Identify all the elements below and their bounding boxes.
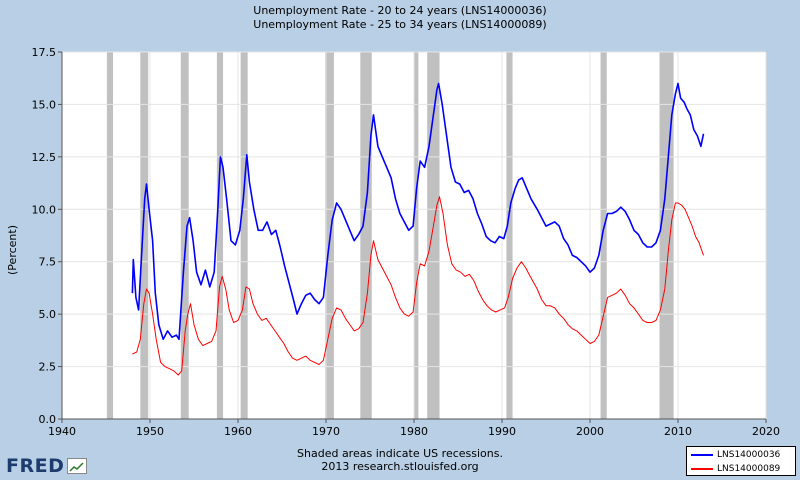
y-tick-label: 12.5 [32, 151, 57, 164]
x-tick-label: 2000 [576, 425, 604, 438]
recession-band [360, 52, 372, 419]
x-tick-label: 1980 [400, 425, 428, 438]
y-tick-label: 10.0 [32, 203, 57, 216]
chart-title-1: Unemployment Rate - 20 to 24 years (LNS1… [253, 4, 547, 17]
x-tick-label: 1940 [48, 425, 76, 438]
x-tick-label: 1990 [488, 425, 516, 438]
y-tick-label: 5.0 [39, 308, 57, 321]
recession-band [106, 52, 114, 419]
chart-legend: LNS14000036 LNS14000089 [686, 446, 796, 476]
legend-item: LNS14000089 [687, 463, 795, 475]
logo-text: FRED [6, 455, 65, 477]
recession-band [600, 52, 607, 419]
x-tick-label: 1970 [312, 425, 340, 438]
recession-band [240, 52, 248, 419]
footer-recession-note: Shaded areas indicate US recessions. [297, 447, 503, 460]
series-line-LNS14000036 [131, 82, 705, 341]
recession-band [506, 52, 513, 419]
legend-label: LNS14000036 [717, 450, 781, 460]
y-tick-label: 7.5 [39, 256, 57, 269]
axes: 1940 1950 1960 1970 1980 1990 2000 2010 2020 0.0 2… [32, 46, 781, 438]
x-tick-label: 2020 [752, 425, 780, 438]
recession-band [140, 52, 149, 419]
chart-title-2: Unemployment Rate - 25 to 34 years (LNS1… [253, 18, 547, 31]
x-tick-label: 2010 [664, 425, 692, 438]
chart-footer: Shaded areas indicate US recessions. 201… [230, 447, 570, 473]
recession-band [427, 52, 440, 419]
legend-item: LNS14000036 [687, 449, 795, 461]
recession-band [659, 52, 674, 419]
grid-lines [61, 51, 767, 420]
legend-swatch [691, 468, 713, 470]
x-tick-label: 1960 [224, 425, 252, 438]
y-tick-label: 2.5 [39, 361, 57, 374]
legend-swatch [691, 454, 713, 456]
footer-source: 2013 research.stlouisfed.org [321, 460, 479, 473]
chart-titles: Unemployment Rate - 20 to 24 years (LNS1… [0, 4, 800, 32]
y-tick-label: 17.5 [32, 46, 57, 59]
recession-band [180, 52, 189, 419]
legend-label: LNS14000089 [717, 464, 781, 474]
recession-band [216, 52, 224, 419]
x-tick-label: 1950 [136, 425, 164, 438]
y-tick-label: 15.0 [32, 98, 57, 111]
recession-band [414, 52, 419, 419]
y-axis-label: (Percent) [6, 225, 19, 275]
fred-logo[interactable]: FRED [6, 455, 88, 477]
series-lines [131, 82, 705, 376]
chart-line-icon [67, 458, 88, 474]
series-line-LNS14000089 [132, 196, 704, 376]
y-tick-label: 0.0 [39, 413, 57, 426]
